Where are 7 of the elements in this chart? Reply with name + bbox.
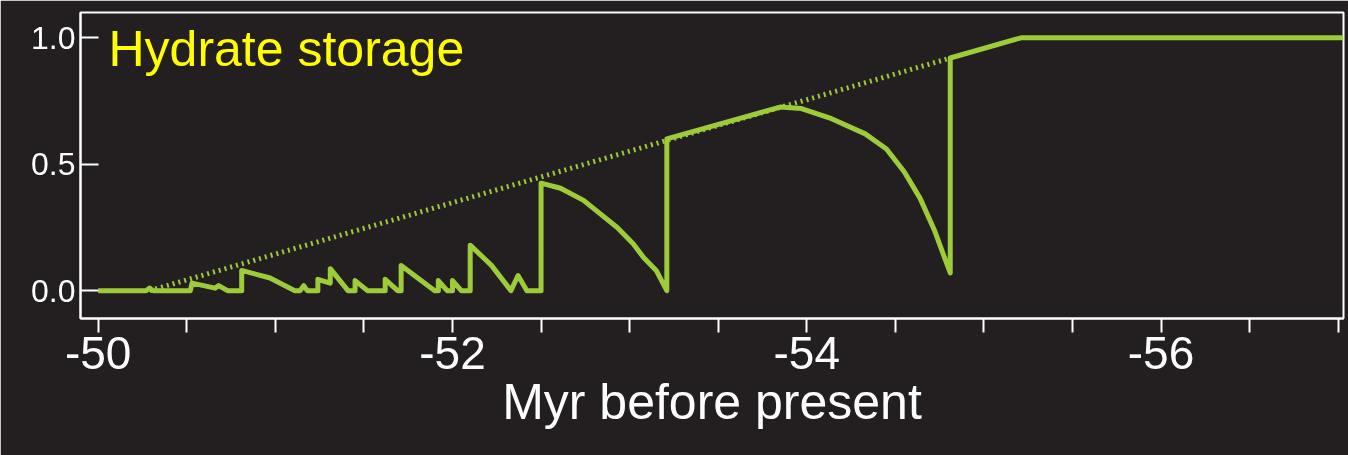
y-tick-label: 1.0 xyxy=(31,19,76,56)
x-tick-label: -50 xyxy=(64,326,132,379)
chart-title: Hydrate storage xyxy=(108,20,465,77)
x-tick-label: -52 xyxy=(419,326,486,379)
y-tick-label: 0.5 xyxy=(31,146,76,183)
y-tick-label: 0.0 xyxy=(31,272,76,309)
x-tick-label: -56 xyxy=(1127,326,1195,379)
